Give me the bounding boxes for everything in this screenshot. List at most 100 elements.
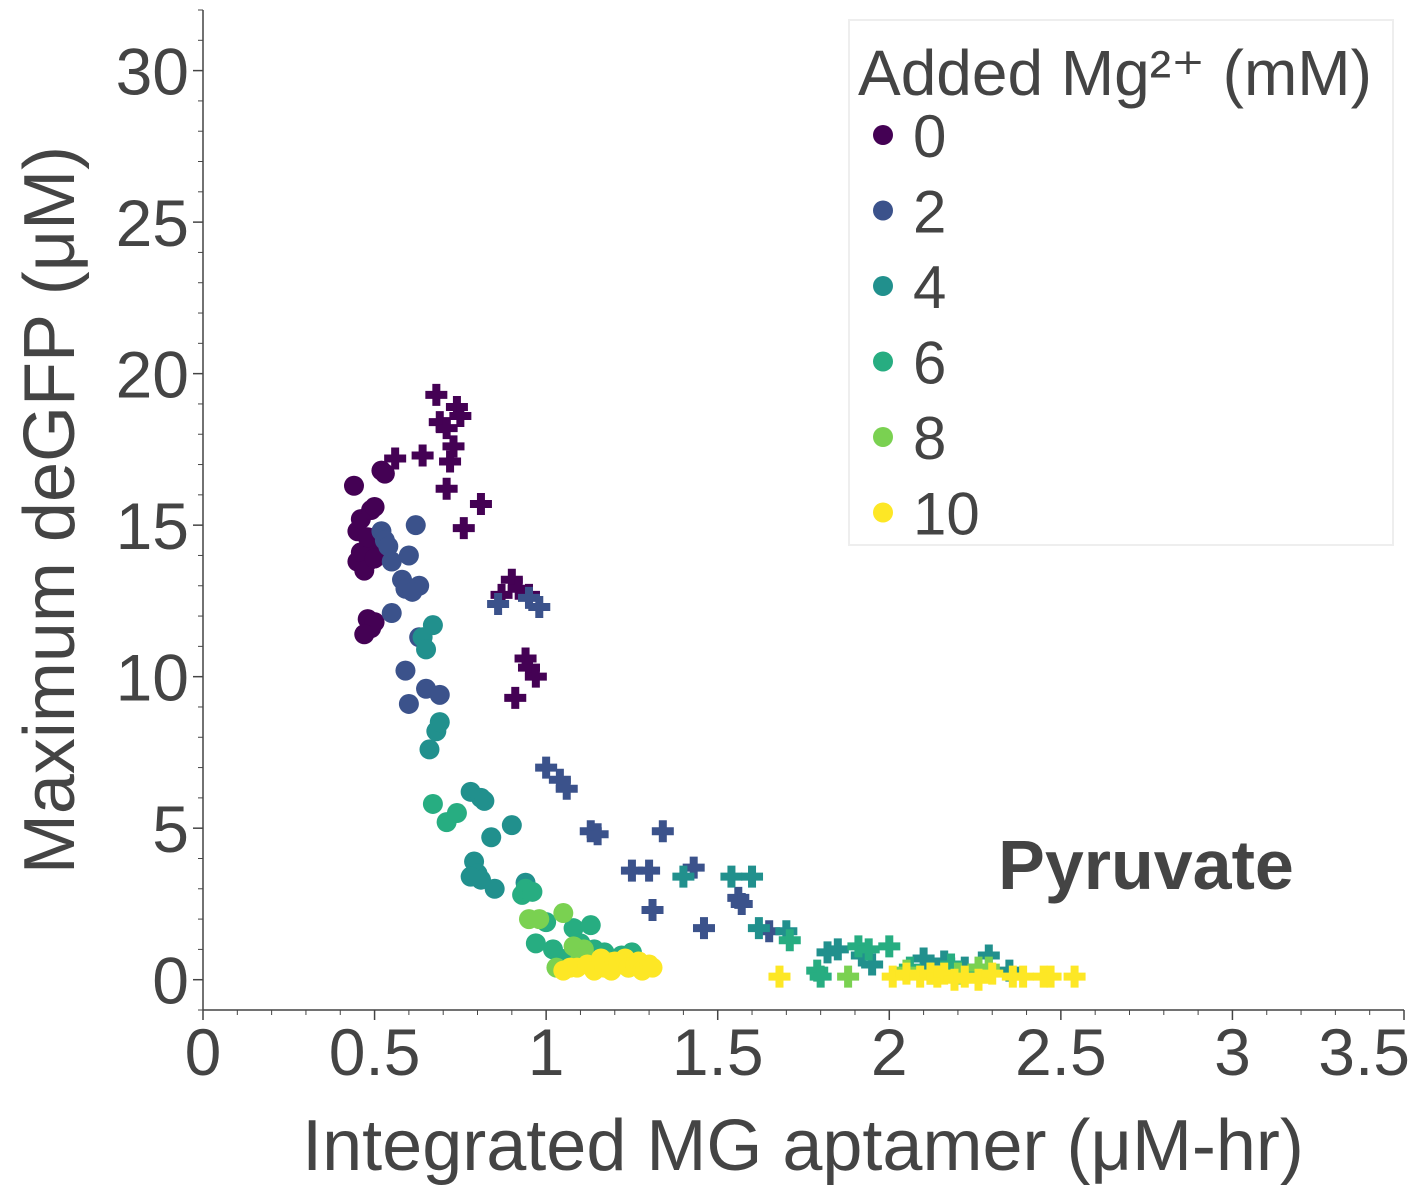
data-point-plus (384, 447, 407, 470)
data-point-circle (525, 933, 546, 954)
x-axis-label: Integrated MG aptamer (μM-hr) (302, 1106, 1304, 1186)
data-point-plus (940, 953, 963, 976)
data-point-plus (878, 935, 901, 958)
data-point-circle (364, 548, 385, 569)
data-point-circle (553, 903, 574, 924)
data-point-plus (555, 777, 578, 800)
data-point-circle (481, 827, 502, 848)
data-point-plus (1063, 965, 1086, 988)
data-point-plus (507, 577, 530, 600)
legend-label: 10 (913, 481, 980, 548)
y-tick-label: 0 (152, 944, 189, 1018)
data-point-plus (504, 686, 527, 709)
data-point-plus (747, 917, 770, 940)
chart-annotation: Pyruvate (998, 826, 1294, 904)
data-point-circle (422, 793, 443, 814)
data-point-plus (1012, 965, 1035, 988)
legend-marker (873, 502, 893, 523)
data-point-plus (933, 962, 956, 985)
x-tick-label: 0 (185, 1015, 222, 1089)
data-point-plus (638, 859, 661, 882)
data-point-circle (484, 878, 505, 899)
data-point-circle (416, 639, 437, 660)
data-point-plus (435, 417, 458, 440)
legend-entries: 0 2 4 6 8 10 (873, 103, 980, 548)
series-10-mM (553, 948, 1086, 991)
data-point-plus (524, 665, 547, 688)
data-point-circle (343, 475, 364, 496)
data-point-circle (405, 515, 426, 536)
data-point-plus (912, 947, 935, 970)
y-tick-label: 15 (116, 489, 189, 563)
data-point-plus (411, 444, 434, 467)
data-point-circle (429, 684, 450, 705)
legend-marker (873, 200, 893, 221)
legend-marker (873, 351, 893, 372)
data-point-plus (435, 477, 458, 500)
x-tick-label: 3 (1214, 1015, 1251, 1089)
data-point-circle (395, 660, 416, 681)
x-tick-label: 2.5 (1015, 1015, 1107, 1089)
data-point-plus (895, 962, 918, 985)
data-point-plus (837, 965, 860, 988)
data-point-circle (446, 803, 467, 824)
series-0-mM (343, 383, 547, 709)
x-tick-label: 1.5 (672, 1015, 764, 1089)
x-tick-label: 3.5 (1318, 1015, 1410, 1089)
data-point-plus (651, 820, 674, 843)
data-point-plus (439, 450, 462, 473)
data-point-plus (1039, 965, 1062, 988)
data-point-circle (580, 915, 601, 936)
data-point-plus (452, 517, 475, 540)
data-point-plus (517, 586, 540, 609)
data-point-plus (881, 965, 904, 988)
data-point-circle (364, 496, 385, 517)
x-tick-label: 1 (528, 1015, 565, 1089)
data-point-plus (682, 856, 705, 879)
data-point-plus (981, 962, 1004, 985)
legend-frame (848, 19, 1394, 546)
data-point-plus (778, 929, 801, 952)
legend: Added Mg²⁺ (mM) 0 2 4 6 8 10 (848, 19, 1394, 548)
data-point-circle (422, 615, 443, 636)
data-point-circle (419, 739, 440, 760)
data-point-circle (398, 693, 419, 714)
data-point-plus (528, 595, 551, 618)
legend-label: 4 (913, 254, 946, 321)
data-point-plus (620, 859, 643, 882)
data-point-circle (501, 815, 522, 836)
data-point-plus (741, 865, 764, 888)
data-point-plus (500, 568, 523, 591)
data-point-plus (517, 656, 540, 679)
data-point-plus (826, 938, 849, 961)
data-point-plus (672, 865, 695, 888)
legend-label: 0 (913, 103, 946, 170)
y-tick-label: 20 (116, 338, 189, 412)
data-point-plus (487, 592, 510, 615)
legend-label: 2 (913, 179, 946, 246)
data-point-plus (953, 965, 976, 988)
data-point-plus (857, 938, 880, 961)
series-4-mM (412, 615, 1021, 982)
data-point-plus (730, 892, 753, 915)
data-point-plus (548, 768, 571, 791)
data-point-circle (378, 536, 399, 557)
data-point-circle (460, 866, 481, 887)
data-point-circle (381, 603, 402, 624)
data-point-plus (720, 865, 743, 888)
legend-marker (873, 125, 893, 145)
data-point-plus (768, 965, 791, 988)
x-tick-label: 2 (871, 1015, 908, 1089)
x-tick-label: 0.5 (329, 1015, 421, 1089)
data-point-plus (442, 435, 465, 458)
data-point-circle (374, 463, 395, 484)
legend-marker (873, 427, 893, 447)
data-point-circle (398, 545, 419, 566)
legend-marker (873, 276, 893, 296)
data-point-plus (586, 823, 609, 846)
data-point-plus (967, 968, 990, 991)
y-tick-label: 30 (116, 35, 189, 109)
data-point-circle (529, 909, 550, 930)
